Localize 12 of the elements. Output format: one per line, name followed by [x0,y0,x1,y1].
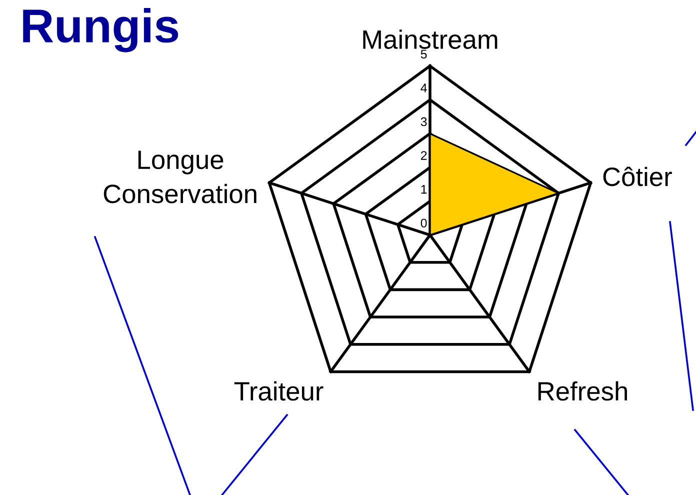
spoke-label: Côtier [603,166,672,186]
y-tick-label: 0 [420,218,427,228]
y-tick-label: 2 [420,151,427,160]
chart-title: Rungis [23,8,178,52]
spoke-label: Mainstream [363,30,498,49]
y-tick-label: 5 [420,50,427,59]
y-tick-label: 1 [421,185,427,194]
y-tick-label: 3 [420,117,427,126]
spoke-label: Traiteur [234,381,324,401]
y-tick-label: 4 [420,84,427,92]
spoke-label: Longue Conservation [104,150,256,204]
spoke-label: Refresh [538,381,627,401]
